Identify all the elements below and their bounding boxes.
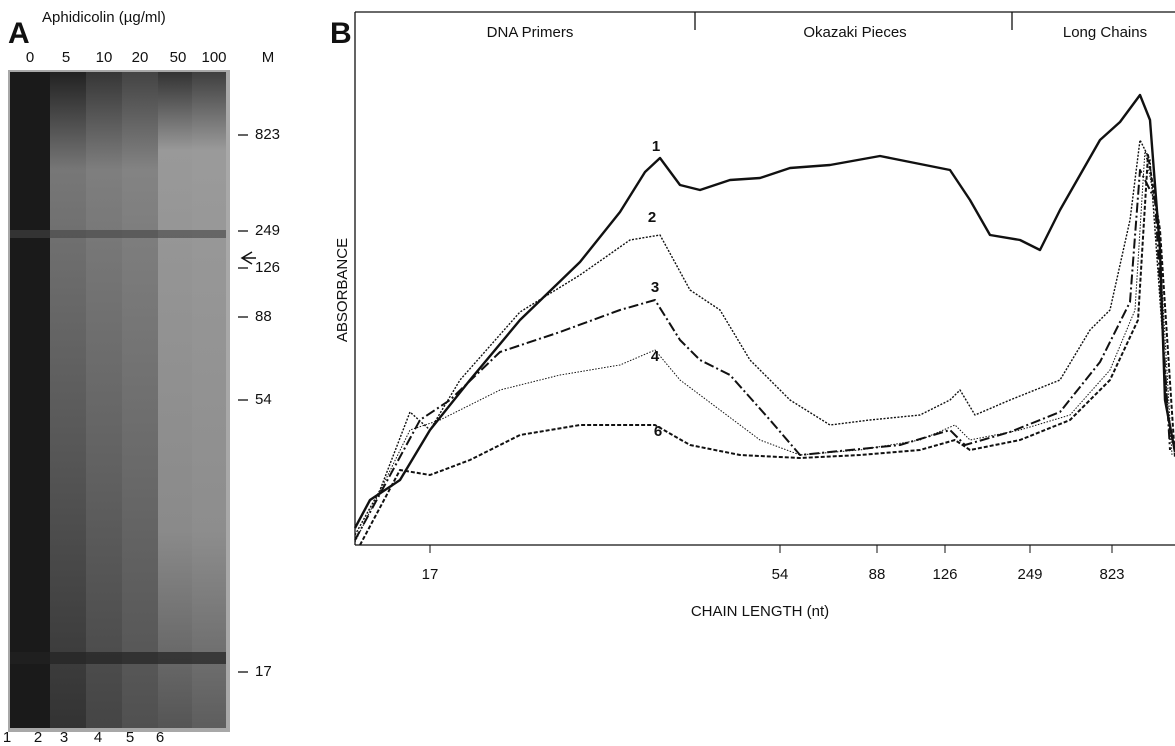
x-tick-label: 17 xyxy=(422,566,439,583)
curve-label: 3 xyxy=(651,279,659,296)
lane-header: M xyxy=(262,49,275,66)
lane-header: 100 xyxy=(201,49,226,66)
lane-header: 0 xyxy=(26,49,34,66)
lane-header: 10 xyxy=(96,49,113,66)
section-label: Long Chains xyxy=(1063,24,1147,41)
x-tick-label: 249 xyxy=(1017,566,1042,583)
trace xyxy=(354,149,1173,543)
marker-label: 249 xyxy=(255,222,280,239)
x-tick-label: 126 xyxy=(932,566,957,583)
trace xyxy=(353,93,1175,529)
trace xyxy=(354,139,1171,536)
x-tick-label: 88 xyxy=(869,566,886,583)
panel-letter: B xyxy=(330,17,352,50)
section-label: Okazaki Pieces xyxy=(803,24,906,41)
trace xyxy=(359,154,1175,546)
marker-label: 88 xyxy=(255,308,272,325)
curve-label: 2 xyxy=(648,209,656,226)
lane-number: 4 xyxy=(94,729,102,746)
lane-number: 1 xyxy=(3,729,11,746)
panel-title: Aphidicolin (µg/ml) xyxy=(42,9,166,26)
x-label: CHAIN LENGTH (nt) xyxy=(691,603,829,620)
lane-header: 5 xyxy=(62,49,70,66)
curve-label: 6 xyxy=(654,423,662,440)
curve-label: 4 xyxy=(651,348,660,365)
marker-label: 17 xyxy=(255,663,272,680)
trace xyxy=(354,169,1171,541)
section-label: DNA Primers xyxy=(487,24,574,41)
lane-number: 6 xyxy=(156,729,164,746)
axes xyxy=(354,11,1175,546)
curve-label: 1 xyxy=(652,138,660,155)
x-tick-label: 823 xyxy=(1099,566,1124,583)
lane-header: 50 xyxy=(170,49,187,66)
y-label: ABSORBANCE xyxy=(334,238,351,342)
lane-number: 3 xyxy=(60,729,68,746)
x-tick-label: 54 xyxy=(772,566,789,583)
panel-letter: A xyxy=(8,17,30,50)
lane-number: 2 xyxy=(34,729,42,746)
lane-header: 20 xyxy=(132,49,149,66)
marker-label: 823 xyxy=(255,126,280,143)
arrow xyxy=(240,251,256,265)
lane-number: 5 xyxy=(126,729,134,746)
gel xyxy=(8,70,230,732)
traces xyxy=(353,93,1175,546)
marker-label: 54 xyxy=(255,391,272,408)
marker-label: 126 xyxy=(255,259,280,276)
